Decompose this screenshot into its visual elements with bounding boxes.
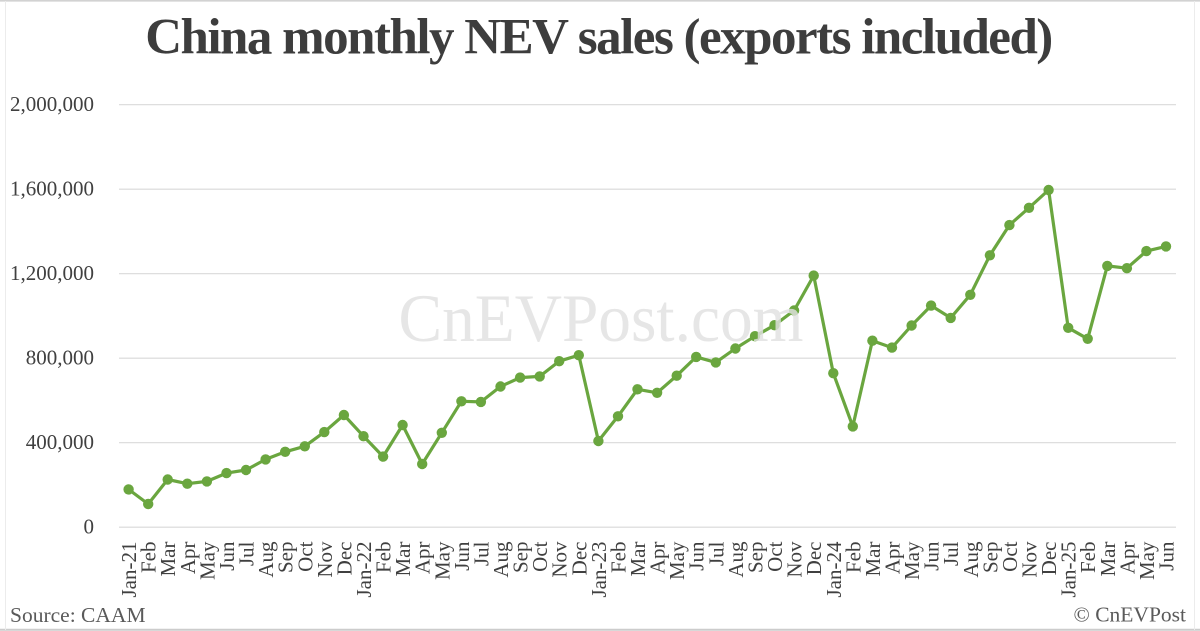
svg-text:Jun: Jun xyxy=(1155,541,1179,571)
svg-text:China monthly NEV sales (expor: China monthly NEV sales (exports include… xyxy=(145,10,1052,66)
svg-text:Jul: Jul xyxy=(469,541,493,566)
svg-text:Mar: Mar xyxy=(156,542,180,577)
svg-text:Feb: Feb xyxy=(1076,542,1100,574)
svg-text:Dec: Dec xyxy=(1037,542,1061,576)
svg-text:Sep: Sep xyxy=(744,542,768,574)
svg-text:May: May xyxy=(900,541,924,580)
svg-text:Jul: Jul xyxy=(235,541,259,566)
svg-text:Mar: Mar xyxy=(861,542,885,577)
svg-text:Jul: Jul xyxy=(704,541,728,566)
svg-text:Oct: Oct xyxy=(528,541,552,571)
svg-text:Dec: Dec xyxy=(802,542,826,576)
svg-text:Mar: Mar xyxy=(391,542,415,577)
svg-text:Jan-22: Jan-22 xyxy=(352,542,376,598)
svg-text:Mar: Mar xyxy=(626,542,650,577)
svg-text:Sep: Sep xyxy=(274,542,298,574)
svg-text:1,600,000: 1,600,000 xyxy=(10,177,94,201)
svg-text:Oct: Oct xyxy=(763,541,787,571)
svg-text:May: May xyxy=(1135,541,1159,580)
svg-text:Sep: Sep xyxy=(978,542,1002,574)
svg-text:Jun: Jun xyxy=(920,541,944,571)
svg-text:Aug: Aug xyxy=(489,541,513,578)
svg-text:Jun: Jun xyxy=(450,541,474,571)
svg-text:Apr: Apr xyxy=(411,542,435,575)
svg-text:Feb: Feb xyxy=(607,542,631,574)
svg-text:Aug: Aug xyxy=(959,541,983,578)
svg-text:Jun: Jun xyxy=(215,541,239,571)
svg-text:Nov: Nov xyxy=(783,541,807,578)
svg-text:Aug: Aug xyxy=(254,541,278,578)
svg-text:May: May xyxy=(665,541,689,580)
svg-text:CnEVPost.com: CnEVPost.com xyxy=(399,280,804,356)
svg-text:400,000: 400,000 xyxy=(26,430,94,454)
svg-text:Jun: Jun xyxy=(685,541,709,571)
svg-text:1,200,000: 1,200,000 xyxy=(10,261,94,285)
svg-text:Feb: Feb xyxy=(137,542,161,574)
svg-text:Nov: Nov xyxy=(313,541,337,578)
svg-text:Apr: Apr xyxy=(881,542,905,575)
svg-text:Jan-25: Jan-25 xyxy=(1057,542,1081,598)
svg-text:Mar: Mar xyxy=(1096,542,1120,577)
svg-text:0: 0 xyxy=(84,515,95,539)
svg-text:Jul: Jul xyxy=(939,541,963,566)
svg-text:Dec: Dec xyxy=(332,542,356,576)
svg-text:Jan-21: Jan-21 xyxy=(117,542,141,598)
svg-text:Source: CAAM: Source: CAAM xyxy=(10,603,146,627)
svg-text:May: May xyxy=(195,541,219,580)
svg-text:Jan-24: Jan-24 xyxy=(822,541,846,597)
svg-text:Feb: Feb xyxy=(372,542,396,574)
svg-text:Nov: Nov xyxy=(1018,541,1042,578)
svg-text:Aug: Aug xyxy=(724,541,748,578)
svg-text:800,000: 800,000 xyxy=(26,346,94,370)
svg-text:© CnEVPost: © CnEVPost xyxy=(1073,603,1186,627)
svg-text:Feb: Feb xyxy=(841,542,865,574)
svg-text:2,000,000: 2,000,000 xyxy=(10,92,94,116)
svg-text:Oct: Oct xyxy=(293,541,317,571)
svg-text:Jan-23: Jan-23 xyxy=(587,542,611,598)
svg-text:Oct: Oct xyxy=(998,541,1022,571)
svg-text:Dec: Dec xyxy=(567,542,591,576)
svg-text:May: May xyxy=(430,541,454,580)
svg-text:Apr: Apr xyxy=(176,542,200,575)
svg-text:Apr: Apr xyxy=(1115,542,1139,575)
svg-text:Sep: Sep xyxy=(509,542,533,574)
svg-text:Nov: Nov xyxy=(548,541,572,578)
svg-text:Apr: Apr xyxy=(646,542,670,575)
